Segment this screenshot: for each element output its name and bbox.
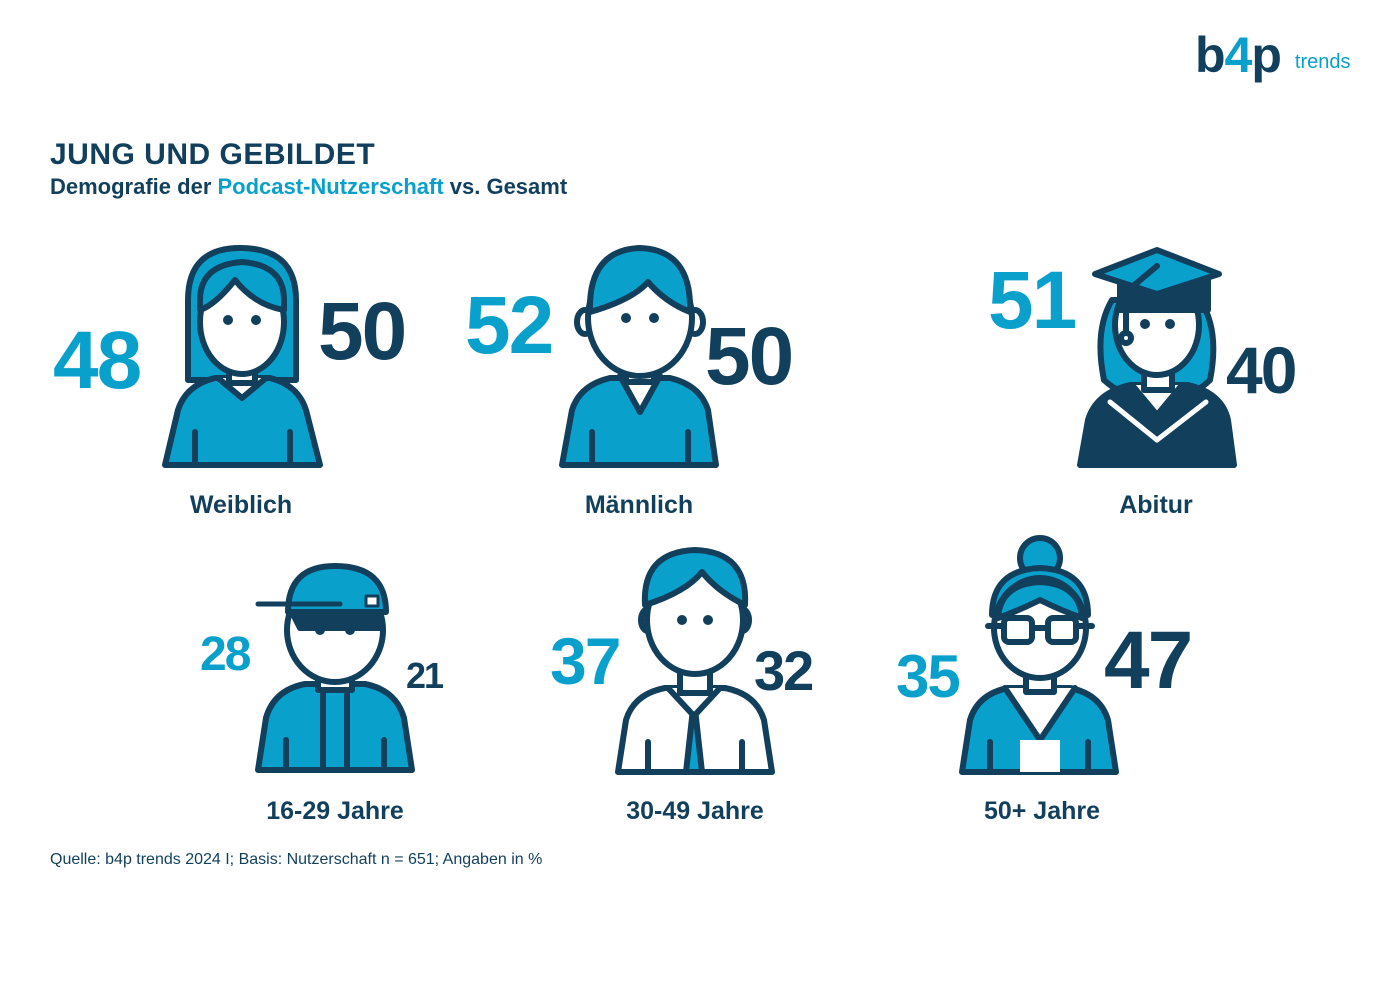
source-note: Quelle: b4p trends 2024 I; Basis: Nutzer… xyxy=(50,851,543,868)
logo-subtitle: trends xyxy=(1294,51,1351,73)
value-total-maennlich: 50 xyxy=(705,311,792,402)
value-total-16-29: 21 xyxy=(406,655,444,696)
value-podcast-16-29: 28 xyxy=(200,628,251,681)
woman-icon xyxy=(162,245,323,468)
b4p-logo: b4p trends xyxy=(1195,30,1351,80)
value-podcast-abitur: 51 xyxy=(988,255,1076,346)
category-label-50plus: 50+ Jahre xyxy=(984,797,1100,825)
category-label-abitur: Abitur xyxy=(1119,491,1193,519)
value-podcast-maennlich: 52 xyxy=(465,280,552,371)
value-total-weiblich: 50 xyxy=(318,286,405,377)
graduate-icon xyxy=(1077,247,1237,468)
value-podcast-50plus: 35 xyxy=(896,643,959,710)
value-total-30-49: 32 xyxy=(754,639,812,702)
category-label-30-49: 30-49 Jahre xyxy=(626,797,764,825)
category-label-16-29: 16-29 Jahre xyxy=(266,797,404,825)
man-shirt-tie-icon xyxy=(615,547,775,775)
category-label-maennlich: Männlich xyxy=(585,491,693,519)
category-label-weiblich: Weiblich xyxy=(190,491,292,519)
older-woman-glasses-icon xyxy=(959,535,1119,775)
page-title: JUNG UND GEBILDET xyxy=(50,138,376,171)
teen-cap-icon xyxy=(255,563,415,773)
value-podcast-30-49: 37 xyxy=(550,624,619,698)
logo-wordmark: b4p xyxy=(1195,27,1282,83)
subtitle-accent: Podcast-Nutzerschaft xyxy=(217,174,444,199)
page-subtitle: Demografie der Podcast-Nutzerschaft vs. … xyxy=(50,174,568,199)
value-podcast-weiblich: 48 xyxy=(53,315,141,406)
value-total-abitur: 40 xyxy=(1226,333,1295,407)
man-icon xyxy=(559,245,719,468)
value-total-50plus: 47 xyxy=(1104,615,1191,706)
